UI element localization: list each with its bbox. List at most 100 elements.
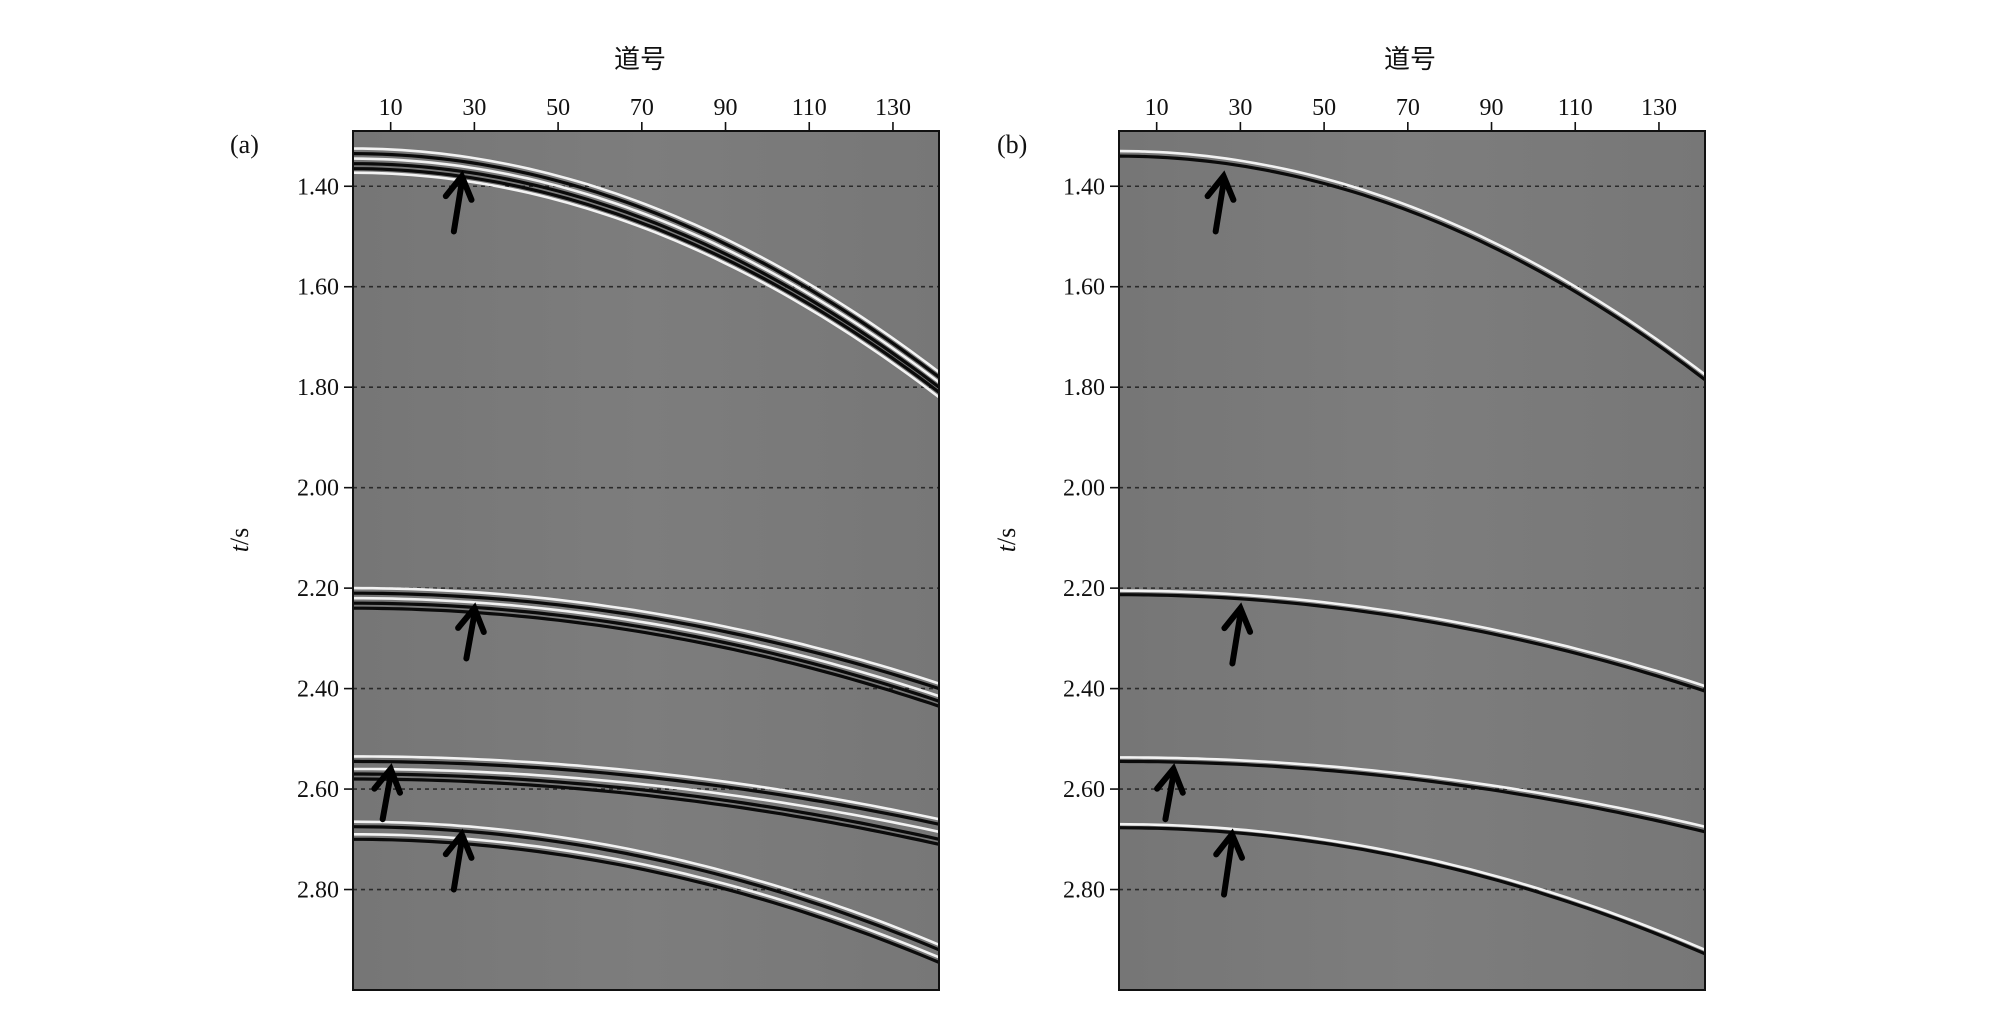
annotation-arrow [371, 763, 403, 823]
panel-b-x-ticks: 10 30 50 70 90 110 130 [1145, 95, 1677, 131]
annotation-arrow [1204, 170, 1237, 235]
y-tick-label: 2.40 [1063, 677, 1105, 703]
panel-b-arrows [1154, 170, 1254, 898]
annotation-arrow [455, 602, 487, 662]
y-tick-label: 2.80 [297, 878, 339, 904]
x-tick-label: 70 [630, 95, 654, 121]
event-white [1119, 149, 1705, 376]
arrow-shaft [450, 179, 465, 235]
event-black [353, 152, 939, 379]
x-tick-label: 10 [379, 95, 403, 121]
y-tick-label: 1.40 [297, 174, 339, 200]
panel-a-frame [352, 130, 940, 991]
panel-a-xlabel: 道号 [614, 45, 666, 75]
event-white [1119, 822, 1705, 952]
event-white [353, 767, 939, 834]
event-white [353, 586, 939, 685]
panel-a-ylabel: t/s [225, 528, 254, 553]
event-black [353, 825, 939, 952]
arrow-head [1213, 828, 1245, 861]
panel-b-label: (b) [997, 130, 1027, 159]
x-tick-label: 70 [1396, 95, 1420, 121]
arrow-head [442, 170, 475, 203]
arrow-head [1221, 602, 1254, 635]
panel-a-events [353, 147, 939, 964]
y-tick-label: 2.80 [1063, 878, 1105, 904]
event-white [353, 171, 939, 399]
arrow-head [371, 763, 403, 796]
event-black [353, 601, 939, 703]
event-white [1119, 589, 1705, 688]
y-tick-label: 2.20 [1063, 576, 1105, 602]
arrow-head [455, 602, 487, 635]
x-tick-label: 10 [1145, 95, 1169, 121]
x-tick-label: 110 [792, 95, 827, 121]
panel-a-arrows [371, 170, 487, 893]
panel-b-y-ticks: 1.40 1.60 1.80 2.00 2.20 2.40 2.60 2.80 [1063, 174, 1119, 904]
event-white [353, 833, 939, 959]
annotation-arrow [442, 170, 475, 235]
event-white [353, 596, 939, 698]
annotation-arrow [442, 828, 475, 893]
event-white [353, 157, 939, 384]
panel-a-gridlines [353, 185, 939, 891]
x-tick-label: 90 [1480, 95, 1504, 121]
arrow-shaft [1229, 611, 1244, 667]
panel-b: 10 30 50 70 90 110 130 1.40 1.60 1.80 2.00 2.20 2.4… [992, 45, 1706, 991]
y-tick-label: 2.60 [297, 777, 339, 803]
panel-a-x-ticks: 10 30 50 70 90 110 130 [379, 95, 911, 131]
event-black [1119, 826, 1705, 956]
event-black [353, 606, 939, 708]
y-tick-label: 1.80 [297, 375, 339, 401]
arrow-shaft [463, 611, 478, 662]
x-tick-label: 130 [1641, 95, 1677, 121]
panel-a-label: (a) [230, 130, 259, 159]
x-tick-label: 30 [462, 95, 486, 121]
arrow-shaft [1212, 179, 1227, 235]
panel-a-y-ticks: 1.40 1.60 1.80 2.00 2.20 2.40 2.60 2.80 [297, 174, 353, 904]
y-tick-label: 1.80 [1063, 375, 1105, 401]
arrow-shaft [1221, 837, 1236, 898]
event-white [353, 820, 939, 947]
panel-b-frame [1118, 130, 1706, 991]
event-black [353, 162, 939, 389]
event-black [353, 167, 939, 394]
annotation-arrow [1213, 828, 1245, 898]
panel-b-background [1119, 131, 1705, 990]
x-tick-label: 50 [546, 95, 570, 121]
y-tick-label: 2.60 [1063, 777, 1105, 803]
event-black [1119, 759, 1705, 834]
event-black [353, 759, 939, 826]
arrow-head [442, 828, 475, 861]
panel-b-gridlines [1119, 185, 1705, 891]
x-tick-label: 30 [1228, 95, 1252, 121]
x-tick-label: 90 [714, 95, 738, 121]
arrow-shaft [379, 771, 394, 823]
arrow-head [1154, 763, 1186, 796]
event-white [353, 755, 939, 821]
panel-b-xlabel: 道号 [1384, 45, 1436, 75]
x-tick-label: 50 [1312, 95, 1336, 121]
annotation-arrow [1154, 763, 1186, 823]
y-tick-label: 1.60 [297, 275, 339, 301]
panel-b-ylabel: t/s [992, 528, 1021, 553]
y-tick-label: 2.00 [1063, 476, 1105, 502]
y-tick-label: 2.00 [297, 476, 339, 502]
arrow-head [1204, 170, 1237, 203]
x-tick-label: 110 [1558, 95, 1593, 121]
event-black [353, 777, 939, 846]
annotation-arrow [1221, 602, 1254, 667]
panel-a-background [353, 131, 939, 990]
arrow-shaft [1162, 771, 1177, 823]
arrow-shaft [450, 837, 465, 893]
event-white [1119, 756, 1705, 828]
x-tick-label: 130 [875, 95, 911, 121]
event-white [353, 147, 939, 374]
panel-a: 10 30 50 70 90 110 130 1.40 1.60 1.80 2.00 2.20 2.4… [225, 45, 940, 991]
panel-b-events [1119, 149, 1705, 956]
y-tick-label: 2.20 [297, 576, 339, 602]
event-black [353, 591, 939, 691]
y-tick-label: 1.40 [1063, 174, 1105, 200]
event-black [1119, 593, 1705, 693]
